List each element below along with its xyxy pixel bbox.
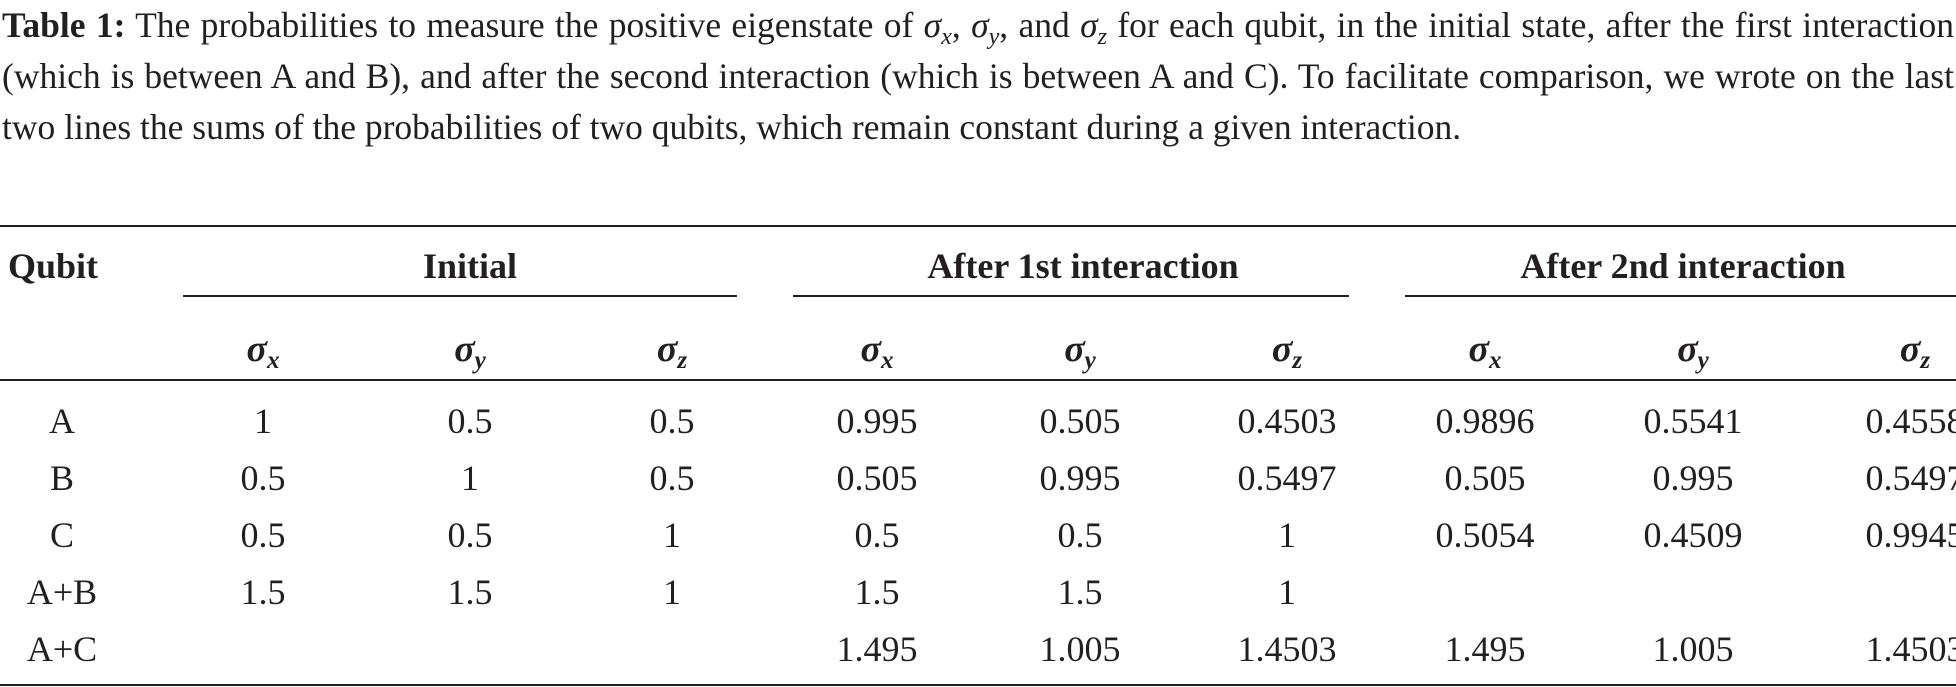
table-cell: 1.495 <box>836 629 918 669</box>
group-rule-initial <box>183 295 737 297</box>
table-top-rule <box>0 225 1956 227</box>
subheader-sigma-x: σx <box>860 328 894 375</box>
caption-text-3: , and <box>999 5 1081 45</box>
table-cell: 0.995 <box>836 401 918 441</box>
subheader-sigma-y: σy <box>1064 328 1096 375</box>
table-cell: 1.5 <box>240 572 286 612</box>
table-cell: 0.5497 <box>1865 458 1956 498</box>
row-label: C <box>49 515 75 555</box>
row-label: A <box>49 401 75 441</box>
table-cell: 0.5497 <box>1237 458 1337 498</box>
caption-sigma-x: σx <box>923 5 952 50</box>
subheader-sigma-y: σy <box>1677 328 1709 375</box>
group-rule-first <box>793 295 1349 297</box>
caption-sigma-z: σz <box>1080 5 1107 50</box>
caption-label: Table 1: <box>2 5 126 45</box>
group-rule-second <box>1405 295 1956 297</box>
table-cell: 1.5 <box>447 572 493 612</box>
table-cell: 1 <box>1278 572 1296 612</box>
subheader-sigma-z: σz <box>1899 328 1931 375</box>
table-cell: 0.4503 <box>1237 401 1337 441</box>
table-cell: 1 <box>461 458 479 498</box>
header-bottom-rule <box>0 379 1956 381</box>
caption-text-1: The probabilities to measure the positiv… <box>125 5 924 45</box>
table-cell: 1 <box>254 401 272 441</box>
subheader-sigma-y: σy <box>454 328 486 375</box>
caption-sigma-y: σy <box>971 5 1000 50</box>
table-cell: 0.5 <box>447 401 493 441</box>
table-cell: 1.4503 <box>1865 629 1956 669</box>
table-cell: 0.995 <box>1039 458 1121 498</box>
table-cell: 0.5 <box>649 458 695 498</box>
qubit-column-header: Qubit <box>8 246 99 286</box>
table-cell: 1.5 <box>1057 572 1103 612</box>
table-cell: 0.5 <box>854 515 900 555</box>
table-cell: 0.5 <box>649 401 695 441</box>
table-cell: 0.995 <box>1652 458 1734 498</box>
table-cell: 0.9945 <box>1865 515 1956 555</box>
table-cell: 0.5541 <box>1643 401 1743 441</box>
table-caption: Table 1: The probabilities to measure th… <box>2 0 1954 153</box>
row-label: A+C <box>26 629 98 669</box>
table-cell: 0.505 <box>836 458 918 498</box>
table-cell: 0.9896 <box>1435 401 1535 441</box>
table-cell: 0.5 <box>240 515 286 555</box>
caption-text-4: for each qubit, in the initial state, af… <box>2 5 1955 147</box>
table-cell: 0.505 <box>1039 401 1121 441</box>
subheader-sigma-x: σx <box>1468 328 1502 375</box>
table-cell: 1.5 <box>854 572 900 612</box>
table-cell: 1 <box>663 572 681 612</box>
table-cell: 0.4558 <box>1865 401 1956 441</box>
group-header-initial: Initial <box>422 246 518 286</box>
subheader-sigma-z: σz <box>1271 328 1303 375</box>
table-cell: 0.5 <box>240 458 286 498</box>
table-cell: 1.4503 <box>1237 629 1337 669</box>
caption-text-2: , <box>951 5 972 45</box>
row-label: A+B <box>26 572 98 612</box>
table-cell: 1 <box>663 515 681 555</box>
table-cell: 0.505 <box>1444 458 1526 498</box>
table-bottom-rule <box>0 684 1956 686</box>
table-cell: 1.495 <box>1444 629 1526 669</box>
group-header-first-interaction: After 1st interaction <box>927 246 1239 286</box>
table-cell: 0.5054 <box>1435 515 1535 555</box>
table-cell: 0.4509 <box>1643 515 1743 555</box>
subheader-sigma-z: σz <box>656 328 688 375</box>
table-cell: 1.005 <box>1039 629 1121 669</box>
table-cell: 1 <box>1278 515 1296 555</box>
group-header-second-interaction: After 2nd interaction <box>1520 246 1846 286</box>
table-cell: 0.5 <box>1057 515 1103 555</box>
table-cell: 1.005 <box>1652 629 1734 669</box>
row-label: B <box>49 458 75 498</box>
table-cell: 0.5 <box>447 515 493 555</box>
subheader-sigma-x: σx <box>246 328 280 375</box>
